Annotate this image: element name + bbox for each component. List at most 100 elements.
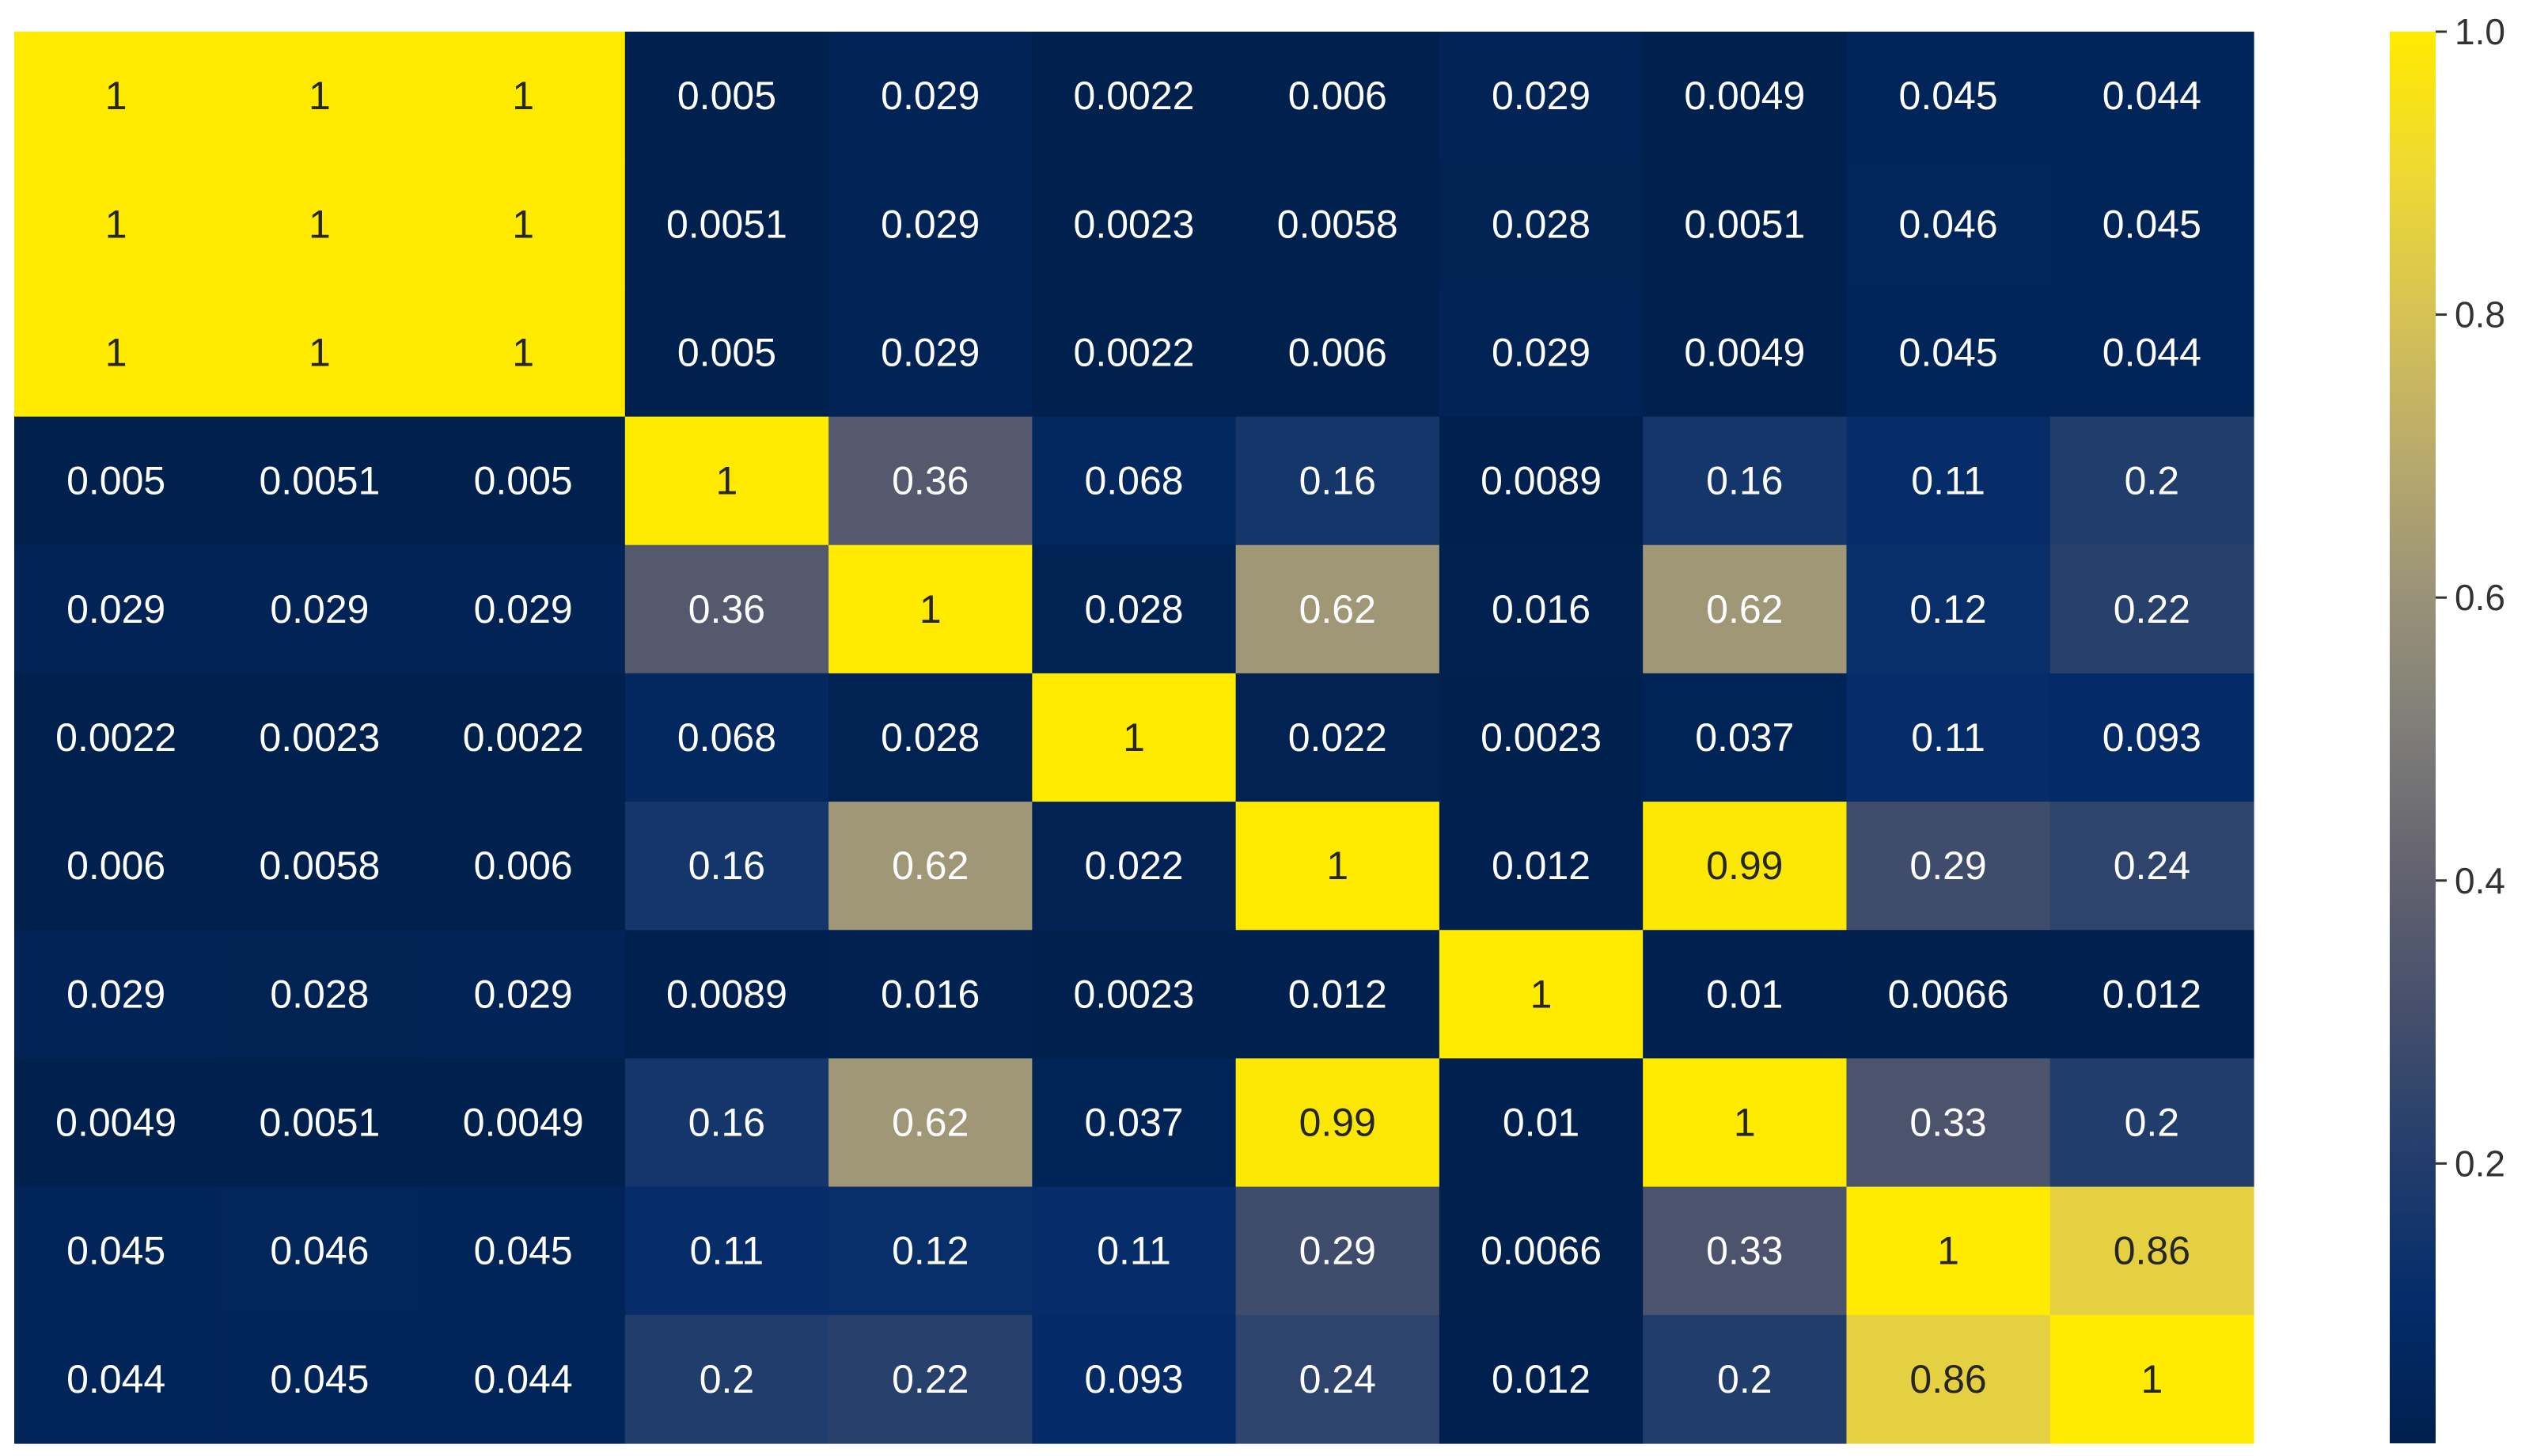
heatmap-cell	[1235, 1058, 1440, 1188]
heatmap-cell-label: 0.044	[66, 1357, 165, 1401]
heatmap-cell-label: 0.028	[1084, 587, 1183, 631]
heatmap-cell	[218, 1186, 423, 1316]
colorbar-ticks: 0.2 0.4 0.6 0.8 1.0	[2436, 11, 2505, 1184]
heatmap-cell	[218, 416, 423, 546]
heatmap-cell-label: 0.093	[2102, 715, 2201, 760]
heatmap-cell	[1235, 802, 1440, 931]
heatmap-cell-label: 0.0023	[259, 715, 380, 760]
heatmap-cell	[1235, 160, 1440, 289]
heatmap-cell-label: 0.046	[1899, 202, 1998, 246]
heatmap-cell-label: 0.006	[474, 844, 573, 888]
heatmap-cell	[218, 544, 423, 674]
heatmap-cell	[828, 160, 1033, 289]
heatmap-cell	[828, 1186, 1033, 1316]
heatmap-cell-label: 0.029	[1492, 330, 1591, 374]
heatmap-cell	[421, 930, 626, 1060]
heatmap-cell	[421, 673, 626, 802]
heatmap-cell-label: 1	[716, 459, 738, 503]
heatmap-cell	[828, 416, 1033, 546]
heatmap-cell	[1439, 673, 1644, 802]
heatmap-cell	[624, 32, 829, 161]
heatmap-cell-label: 0.86	[2114, 1229, 2190, 1273]
heatmap-cell-label: 1	[1734, 1101, 1756, 1145]
heatmap-cell	[624, 1314, 829, 1444]
heatmap-cell-label: 0.022	[1084, 844, 1183, 888]
heatmap-cell-label: 0.0023	[1074, 202, 1195, 246]
heatmap-cell-label: 1	[309, 74, 331, 118]
heatmap-cell-label: 0.24	[2114, 844, 2190, 888]
colorbar-tick-label: 0.2	[2455, 1143, 2505, 1184]
heatmap-cell	[1235, 288, 1440, 418]
heatmap-cell	[828, 673, 1033, 802]
heatmap-cell	[14, 673, 218, 802]
heatmap-cell-label: 0.006	[66, 844, 165, 888]
heatmap-cell	[2049, 544, 2254, 674]
heatmap-cell-label: 0.0049	[1684, 330, 1805, 374]
heatmap-cell-label: 0.037	[1695, 715, 1794, 760]
heatmap-cell	[1643, 1314, 1848, 1444]
heatmap-cell	[624, 544, 829, 674]
heatmap-cell	[1439, 1058, 1644, 1188]
heatmap-cell	[624, 673, 829, 802]
heatmap-cell	[2049, 160, 2254, 289]
heatmap-cell	[14, 1186, 218, 1316]
heatmap-cell	[828, 802, 1033, 931]
heatmap-cell-label: 0.0066	[1481, 1229, 1602, 1273]
heatmap-cell	[1846, 544, 2051, 674]
heatmap-cell-label: 0.037	[1084, 1101, 1183, 1145]
heatmap-cell-label: 0.029	[881, 330, 980, 374]
heatmap-cell	[218, 160, 423, 289]
heatmap-cell-label: 0.045	[66, 1229, 165, 1273]
heatmap-cell	[2049, 1186, 2254, 1316]
heatmap-cell-label: 0.0089	[1481, 459, 1602, 503]
heatmap-cell	[1032, 1186, 1237, 1316]
heatmap-cell-label: 0.16	[688, 1101, 765, 1145]
heatmap-cell-label: 0.005	[474, 459, 573, 503]
heatmap-cell-label: 0.0051	[666, 202, 787, 246]
heatmap-cell	[1235, 1314, 1440, 1444]
heatmap-cell	[1235, 416, 1440, 546]
heatmap-cell-label: 0.029	[66, 587, 165, 631]
heatmap-cell	[2049, 1058, 2254, 1188]
heatmap-cell-label: 1	[1326, 844, 1348, 888]
heatmap-cell-label: 0.11	[1911, 459, 1985, 503]
heatmap-cell	[1643, 802, 1848, 931]
heatmap-cell	[1643, 1058, 1848, 1188]
heatmap-cell-label: 0.005	[677, 74, 776, 118]
colorbar-tick-label: 0.6	[2455, 577, 2505, 618]
heatmap-cell	[828, 930, 1033, 1060]
heatmap-cell	[1235, 544, 1440, 674]
heatmap-cell-label: 0.22	[892, 1357, 969, 1401]
heatmap-cell-label: 0.012	[1492, 1357, 1591, 1401]
heatmap-cell-label: 0.33	[1706, 1229, 1783, 1273]
heatmap-cell-label: 0.0049	[1684, 74, 1805, 118]
colorbar-tick-label: 0.8	[2455, 294, 2505, 336]
heatmap-cell	[1846, 930, 2051, 1060]
heatmap-cell	[14, 288, 218, 418]
heatmap-cell	[828, 32, 1033, 161]
heatmap-cell	[421, 1058, 626, 1188]
heatmap-cell	[624, 1058, 829, 1188]
heatmap-cell-label: 0.016	[1492, 587, 1591, 631]
heatmap-cell	[1643, 160, 1848, 289]
heatmap-cell-label: 0.11	[1911, 715, 1985, 760]
heatmap-cell-label: 0.028	[270, 972, 369, 1016]
heatmap-cell	[421, 160, 626, 289]
heatmap-cell	[624, 160, 829, 289]
heatmap-cell	[14, 32, 218, 161]
heatmap-cell-label: 0.044	[2102, 330, 2201, 374]
heatmap-cell-label: 0.005	[66, 459, 165, 503]
heatmap-cell-label: 1	[512, 330, 534, 374]
heatmap-cell-label: 0.022	[1288, 715, 1387, 760]
heatmap-cell-label: 0.016	[881, 972, 980, 1016]
heatmap-cell	[1846, 32, 2051, 161]
heatmap-cell-label: 0.22	[2114, 587, 2190, 631]
heatmap-cell	[624, 288, 829, 418]
heatmap-cell-label: 0.029	[66, 972, 165, 1016]
heatmap-cell-label: 0.99	[1299, 1101, 1376, 1145]
heatmap-cell-label: 0.2	[1717, 1357, 1773, 1401]
heatmap-cell-label: 0.2	[2125, 1101, 2180, 1145]
heatmap-cell-label: 0.99	[1706, 844, 1783, 888]
heatmap-cell	[1032, 288, 1237, 418]
